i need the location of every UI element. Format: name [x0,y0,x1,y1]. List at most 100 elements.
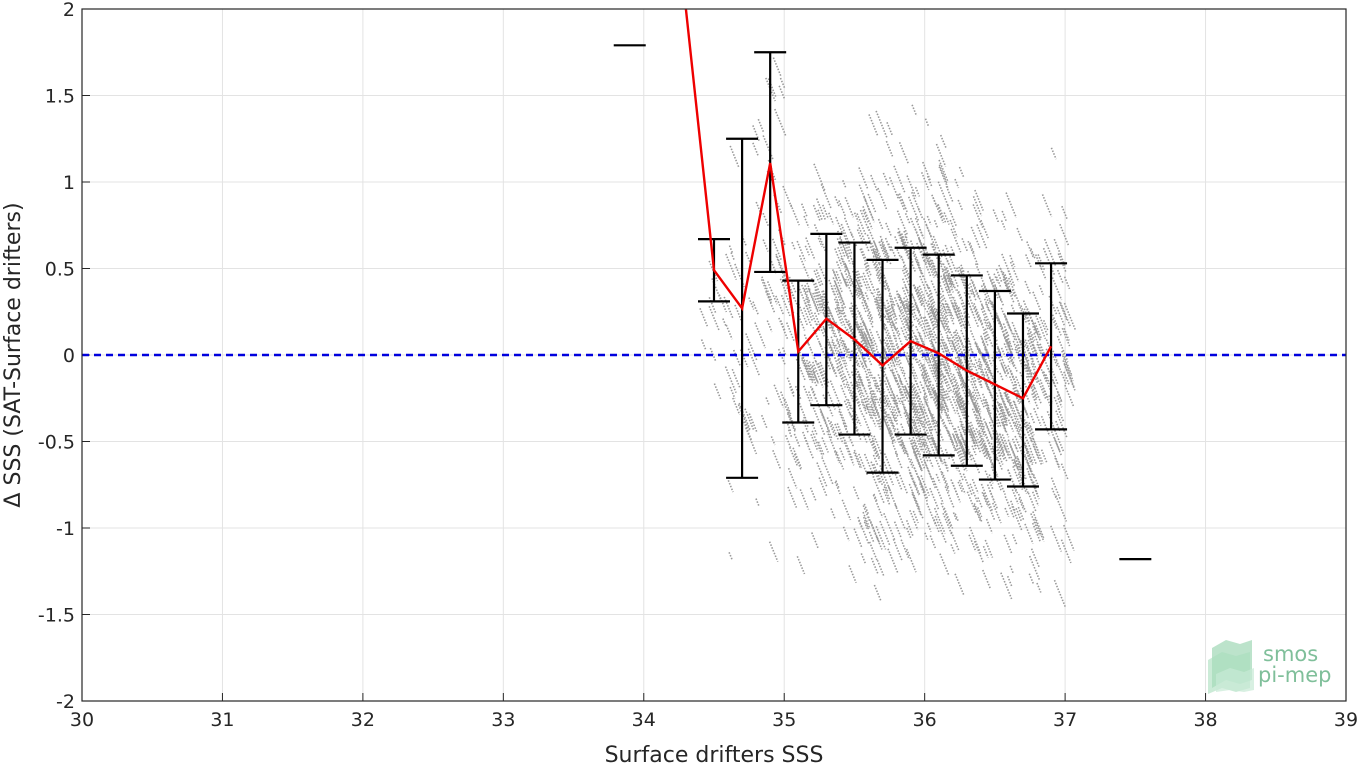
scatter-point [748,297,755,310]
scatter-point [815,198,827,221]
scatter-point [913,250,921,266]
scatter-point [1053,437,1061,453]
scatter-point [792,447,803,469]
scatter-point [1025,254,1033,269]
logo-waves-icon [1208,640,1254,694]
scatter-point [699,307,709,327]
scatter-point [996,401,1009,427]
scatter-point [760,414,768,430]
scatter-point [938,314,945,328]
scatter-point [772,449,782,470]
x-tick-label: 33 [491,709,515,731]
scatter-point [999,433,1009,455]
scatter-point [1026,308,1033,320]
scatter-point [938,306,952,334]
scatter-point [1050,431,1063,456]
scatter-point [960,270,968,286]
scatter-point [818,263,828,283]
scatter-point [859,322,871,347]
scatter-point [975,428,989,457]
scatter-point [921,438,926,448]
scatter-point [898,314,912,343]
scatter-point [1014,444,1019,453]
scatter-point [962,348,973,371]
scatter-point [744,408,755,431]
scatter-point [797,303,809,327]
scatter-point [971,391,982,412]
scatter-point [914,258,925,279]
scatter-point [1012,340,1020,356]
x-tick-label: 30 [70,709,94,731]
scatter-point [911,347,923,373]
scatter-point [840,384,852,410]
scatter-point [827,355,838,379]
scatter-point [949,453,959,472]
scatter-point [892,394,899,406]
scatter-point [1056,395,1063,408]
scatter-point [966,428,977,450]
scatter-point [700,339,707,351]
x-tick-label: 38 [1193,709,1217,731]
scatter-point [760,278,773,305]
scatter-point [875,298,885,318]
scatter-point [1001,434,1010,450]
scatter-point [1000,421,1007,433]
scatter-point [887,318,898,340]
scatter-point [942,512,953,535]
scatter-point [944,358,956,383]
scatter-point [877,187,888,210]
scatter-point [855,384,867,411]
scatter-point [870,338,875,347]
scatter-point [965,334,973,347]
scatter-point [883,486,891,501]
scatter-point [1052,379,1063,402]
scatter-point [921,373,932,396]
scatter-point [821,437,829,453]
scatter-point [813,312,826,337]
scatter-point [843,217,854,237]
scatter-point [872,261,881,280]
scatter-point [728,245,734,254]
scatter-point [1007,469,1019,494]
scatter-point [884,337,897,363]
scatter-point [877,288,890,316]
scatter-point [1056,269,1064,284]
scatter-point [994,405,1007,430]
scatter-point [803,215,810,228]
scatter-point [936,204,944,219]
scatter-point [938,414,946,428]
scatter-point [979,440,989,460]
scatter-point [1034,322,1043,340]
scatter-point [877,374,884,387]
scatter-point [992,383,1000,399]
scatter-point [729,145,740,168]
scatter-point [1059,302,1072,328]
scatter-point [903,374,915,401]
scatter-point [762,135,775,161]
scatter-point [909,385,917,400]
scatter-point [798,255,810,279]
scatter-point [949,438,957,453]
scatter-point [1004,391,1012,407]
scatter-point [931,384,944,409]
scatter-point [933,519,941,534]
scatter-point [937,181,949,206]
scatter-point [1036,343,1044,358]
scatter-point [727,479,734,493]
scatter-point [1040,449,1048,463]
scatter-point [898,294,909,318]
scatter-point [916,242,926,263]
scatter-point [847,348,854,360]
y-tick-label: -1 [56,518,75,540]
scatter-point [856,229,865,245]
scatter-point [969,242,976,255]
scatter-point [902,348,912,369]
scatter-point [1056,306,1066,326]
scatter-point [892,538,903,561]
scatter-point [892,397,903,419]
scatter-point [984,444,990,457]
scatter-point [1053,579,1067,608]
scatter-point [1032,325,1037,334]
scatter-point [801,284,812,308]
scatter-point [922,386,929,399]
